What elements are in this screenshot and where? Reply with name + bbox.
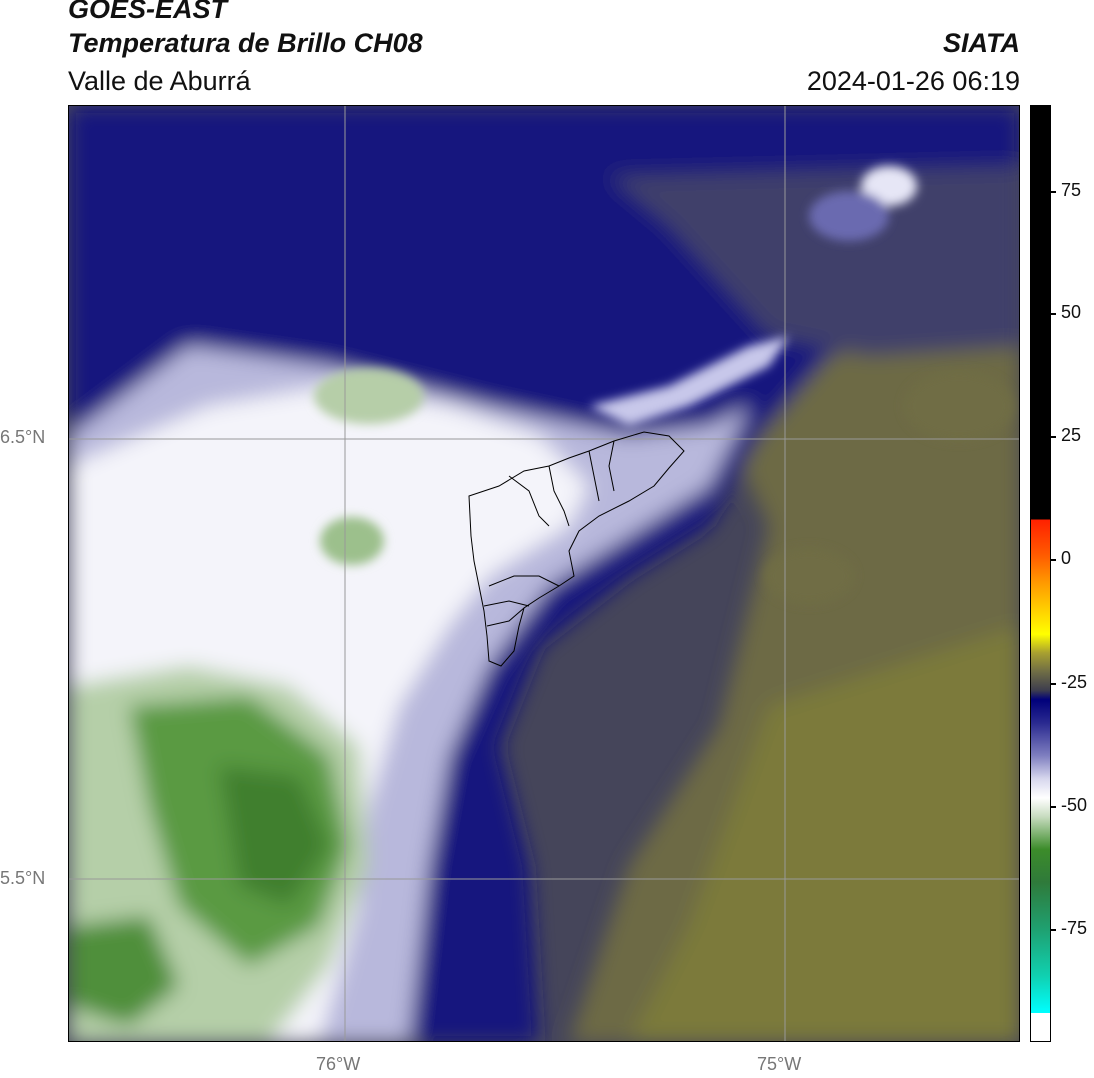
temperature-colorbar (1030, 105, 1051, 1042)
cb-label-0: 0 (1061, 548, 1072, 568)
cb-label-50: 50 (1061, 302, 1082, 322)
cb-tick-50 (1050, 313, 1056, 315)
lon-label-76w: 76°W (316, 1054, 361, 1074)
brightness-temperature-map[interactable] (68, 105, 1020, 1042)
organization-label: SIATA (943, 28, 1020, 58)
gray-band-north (609, 166, 1019, 356)
lon-label-75w: 75°W (757, 1054, 802, 1074)
cb-label-25: 25 (1061, 425, 1082, 445)
olive-patch-east (904, 371, 1014, 441)
lat-label-5-5n: 5.5°N (0, 868, 46, 888)
cb-tick-m25 (1050, 683, 1056, 685)
cb-tick-75 (1050, 191, 1056, 193)
green-south (69, 916, 179, 1026)
olive-patch-mid (764, 548, 854, 604)
cb-tick-m75 (1050, 929, 1056, 931)
product-title: Temperatura de Brillo CH08 (68, 28, 423, 58)
map-canvas (69, 106, 1019, 1041)
datetime-label: 2024-01-26 06:19 (806, 66, 1020, 96)
cb-label-m75: -75 (1061, 918, 1088, 938)
cb-label-m25: -25 (1061, 672, 1088, 692)
green-patch-mid (320, 517, 384, 565)
cb-tick-25 (1050, 436, 1056, 438)
olive-region-warm (630, 626, 1019, 1041)
municipal-boundaries (468, 431, 685, 667)
cb-label-m50: -50 (1061, 795, 1088, 815)
cb-label-75: 75 (1061, 180, 1082, 200)
cloud-streak (589, 336, 789, 426)
cb-tick-0 (1050, 559, 1056, 561)
cloud-cell-ring (809, 191, 889, 241)
green-patch-north (314, 368, 424, 424)
green-core (219, 766, 329, 906)
cb-tick-m50 (1050, 806, 1056, 808)
cloud-cell-northeast (861, 166, 917, 206)
region-label: Valle de Aburrá (68, 66, 251, 96)
lat-label-6-5n: 6.5°N (0, 427, 46, 447)
satellite-title: GOES-EAST (68, 0, 228, 24)
